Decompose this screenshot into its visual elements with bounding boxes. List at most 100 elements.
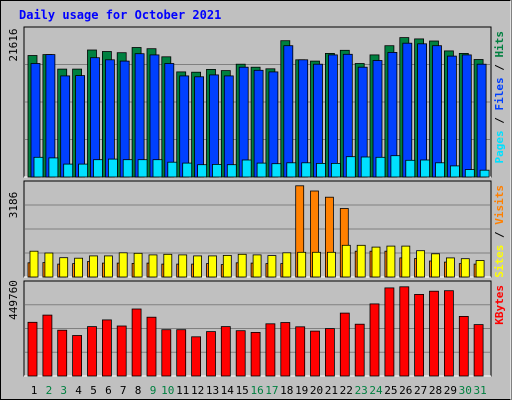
bar-sites-day-26 — [401, 245, 411, 278]
bar-pages-day-27 — [420, 159, 431, 178]
bar-kbytes-day-5 — [87, 326, 97, 377]
bar-files-day-17 — [268, 71, 279, 178]
bar-sites-day-6 — [104, 255, 113, 278]
bar-pages-day-26 — [405, 159, 416, 178]
bar-sites-day-15 — [237, 253, 247, 278]
bar-kbytes-day-4 — [72, 335, 82, 377]
day-label-9: 9 — [150, 384, 157, 397]
day-label-6: 6 — [105, 384, 112, 397]
bar-files-day-12 — [194, 76, 205, 178]
bar-sites-day-25 — [386, 245, 396, 278]
bar-kbytes-day-23 — [354, 323, 365, 377]
bar-kbytes-day-17 — [265, 323, 276, 377]
bar-pages-day-24 — [375, 156, 386, 178]
bar-pages-day-15 — [241, 159, 252, 178]
legend-item-hits: Hits — [493, 31, 506, 58]
bar-sites-day-29 — [445, 257, 455, 278]
bar-sites-day-27 — [416, 250, 426, 278]
day-label-25: 25 — [384, 384, 397, 397]
bar-sites-day-3 — [59, 257, 69, 278]
bar-sites-day-30 — [460, 258, 470, 278]
bar-files-day-27 — [417, 43, 428, 178]
bar-kbytes-day-16 — [250, 331, 261, 377]
bar-kbytes-day-27 — [414, 293, 425, 377]
legend-kbytes: KBytes — [493, 285, 506, 325]
day-label-11: 11 — [176, 384, 189, 397]
bar-kbytes-day-22 — [339, 312, 350, 377]
bar-kbytes-day-6 — [102, 319, 112, 377]
bar-pages-day-4 — [78, 163, 88, 178]
bar-files-day-26 — [402, 42, 413, 178]
bar-kbytes-day-28 — [429, 290, 439, 377]
bar-sites-day-19 — [297, 251, 307, 278]
bar-sites-day-7 — [118, 252, 128, 278]
day-label-3: 3 — [60, 384, 67, 397]
day-label-4: 4 — [75, 384, 82, 397]
bar-pages-day-29 — [449, 165, 460, 178]
bar-files-day-11 — [179, 75, 190, 178]
legend-item-sites: Sites — [493, 245, 506, 278]
bar-files-day-13 — [209, 74, 219, 178]
bar-kbytes-day-13 — [206, 331, 216, 377]
bar-files-day-14 — [223, 75, 234, 178]
bar-files-day-28 — [432, 45, 442, 178]
bar-sites-day-18 — [282, 252, 292, 278]
bar-kbytes-day-25 — [384, 287, 395, 377]
day-label-5: 5 — [90, 384, 97, 397]
bar-files-day-10 — [164, 63, 175, 178]
bar-pages-day-25 — [390, 155, 401, 178]
day-label-26: 26 — [399, 384, 412, 397]
legend-separator: / — [493, 111, 506, 131]
bar-sites-day-1 — [29, 250, 39, 278]
bar-sites-day-21 — [326, 251, 336, 278]
day-label-19: 19 — [295, 384, 308, 397]
bar-pages-day-18 — [286, 162, 297, 178]
bar-kbytes-day-1 — [27, 321, 38, 377]
bar-kbytes-day-9 — [146, 316, 157, 377]
bar-sites-day-12 — [193, 255, 203, 278]
bar-kbytes-day-3 — [57, 329, 68, 377]
day-label-17: 17 — [265, 384, 278, 397]
day-label-13: 13 — [206, 384, 219, 397]
bar-kbytes-day-11 — [176, 329, 187, 377]
bar-pages-day-16 — [256, 162, 267, 178]
day-label-7: 7 — [120, 384, 127, 397]
bar-kbytes-day-18 — [280, 322, 291, 377]
bar-kbytes-day-21 — [324, 328, 335, 377]
bar-pages-day-11 — [182, 162, 193, 178]
day-label-10: 10 — [161, 384, 174, 397]
day-label-29: 29 — [444, 384, 457, 397]
bar-sites-day-9 — [148, 254, 158, 278]
bar-sites-day-20 — [312, 251, 321, 278]
bar-sites-day-11 — [178, 254, 188, 278]
day-label-31: 31 — [473, 384, 486, 397]
bar-kbytes-day-20 — [310, 330, 320, 377]
bar-pages-day-20 — [316, 162, 326, 178]
day-label-16: 16 — [250, 384, 263, 397]
bar-pages-day-12 — [197, 164, 208, 178]
day-label-18: 18 — [280, 384, 293, 397]
bar-kbytes-day-24 — [369, 303, 380, 377]
bar-sites-day-23 — [356, 244, 366, 278]
bar-kbytes-day-10 — [161, 329, 172, 377]
bar-pages-day-23 — [360, 156, 371, 178]
bar-sites-day-5 — [89, 255, 98, 278]
bar-kbytes-day-15 — [235, 330, 246, 377]
day-label-12: 12 — [191, 384, 204, 397]
legend-item-kbytes: KBytes — [493, 285, 506, 325]
bar-sites-day-14 — [222, 254, 232, 278]
bar-files-day-9 — [149, 54, 160, 178]
bar-pages-day-2 — [48, 157, 59, 178]
bar-files-day-29 — [446, 55, 457, 178]
bar-kbytes-day-14 — [220, 326, 231, 377]
bar-sites-day-4 — [74, 257, 83, 278]
bar-pages-day-10 — [167, 161, 178, 178]
legend-visits-sites: Sites / Visits — [493, 185, 506, 278]
day-label-23: 23 — [355, 384, 368, 397]
bar-kbytes-day-30 — [458, 315, 469, 377]
bar-files-day-20 — [313, 63, 323, 178]
day-label-14: 14 — [221, 384, 235, 397]
tick-label-kbytes: 449760 — [7, 280, 20, 320]
